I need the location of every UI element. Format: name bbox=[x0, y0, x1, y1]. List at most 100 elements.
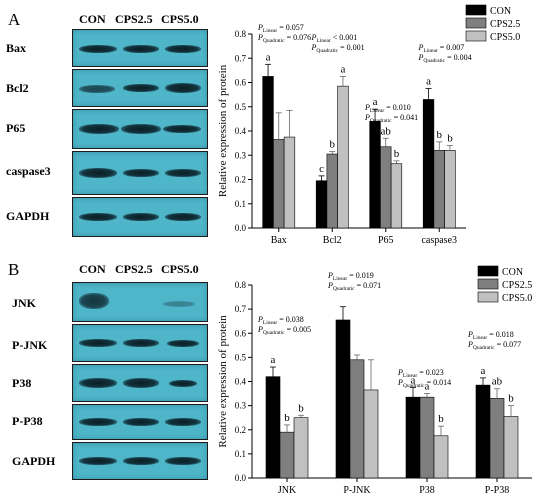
y-tick-label: 0.4 bbox=[235, 126, 247, 136]
p-linear-annotation: PLinear = 0.023 bbox=[397, 368, 444, 379]
p-quadratic-annotation: PQuadratic = 0.041 bbox=[364, 113, 418, 124]
significance-letter: a bbox=[341, 63, 346, 75]
significance-letter: a bbox=[271, 354, 276, 366]
y-tick-label: 0.0 bbox=[235, 223, 247, 233]
x-tick-label: P-P38 bbox=[485, 485, 509, 496]
bar-cps50 bbox=[283, 136, 296, 229]
y-tick-label: 0.6 bbox=[235, 78, 247, 88]
blot-a-label-bax: Bax bbox=[6, 41, 27, 55]
y-tick-label: 0.8 bbox=[235, 29, 247, 39]
y-axis-label: Relative expression of protein bbox=[217, 315, 229, 448]
legend-swatch bbox=[465, 17, 487, 29]
bar-cps25 bbox=[489, 398, 505, 479]
y-tick-label: 0.2 bbox=[235, 425, 246, 435]
significance-letter: b bbox=[437, 129, 443, 141]
blot-b-label-p38: P38 bbox=[12, 376, 32, 390]
bar-cps50 bbox=[444, 150, 456, 229]
bar-con bbox=[475, 384, 491, 479]
legend-label: CON bbox=[502, 267, 523, 278]
p-linear-annotation: PLinear < 0.001 bbox=[311, 33, 358, 44]
bar-chart-a: 0.0 0.1 0.2 0.3 0.4 0.5 0.6 0.7 0.8 Relative expr… bbox=[217, 4, 520, 246]
bar-cps50 bbox=[363, 389, 379, 479]
p-quadratic-annotation: PQuadratic = 0.014 bbox=[397, 378, 451, 389]
legend-label: CPS2.5 bbox=[490, 19, 520, 30]
panel-a-letter: A bbox=[8, 10, 21, 29]
y-axis-label: Relative expression of protein bbox=[217, 64, 229, 197]
y-tick-label: 0.4 bbox=[235, 377, 247, 387]
blot-a-strip-p65 bbox=[72, 109, 208, 149]
significance-letter: b bbox=[508, 393, 514, 405]
p-linear-annotation: PLinear = 0.019 bbox=[327, 271, 374, 282]
chart-legend: CON CPS2.5 CPS5.0 bbox=[477, 265, 532, 304]
p-quadratic-annotation: PQuadratic = 0.077 bbox=[467, 340, 521, 351]
legend-swatch bbox=[477, 265, 499, 277]
blot-b-label-pp38: P-P38 bbox=[12, 414, 43, 428]
blot-a-header-cps50: CPS5.0 bbox=[161, 12, 199, 26]
blot-a-strip-bcl2 bbox=[72, 69, 208, 107]
bar-cps25 bbox=[419, 396, 435, 479]
x-tick-label: JNK bbox=[278, 485, 297, 496]
blot-b-header-con: CON bbox=[79, 262, 106, 276]
blot-a-strip-caspase3 bbox=[72, 151, 208, 195]
blot-b-label-gapdh: GAPDH bbox=[12, 454, 56, 468]
y-tick-label: 0.0 bbox=[235, 473, 247, 483]
bar-cps50 bbox=[503, 416, 519, 479]
legend-swatch bbox=[465, 4, 487, 16]
bar-cps25 bbox=[326, 153, 338, 229]
p-linear-annotation: PLinear = 0.057 bbox=[257, 23, 304, 34]
y-tick-label: 0.1 bbox=[235, 449, 246, 459]
chart-legend: CON CPS2.5 CPS5.0 bbox=[465, 4, 520, 43]
significance-letter: b bbox=[298, 402, 304, 414]
y-tick-label: 0.1 bbox=[235, 199, 246, 209]
bar-con bbox=[265, 376, 281, 479]
significance-letter: a bbox=[481, 365, 486, 377]
blot-a-header-cps25: CPS2.5 bbox=[115, 12, 153, 26]
significance-letter: c bbox=[319, 163, 324, 175]
y-tick-label: 0.6 bbox=[235, 328, 247, 338]
x-tick-label: P-JNK bbox=[343, 485, 371, 496]
significance-letter: b bbox=[284, 412, 290, 424]
x-tick-label: Bcl2 bbox=[323, 235, 342, 246]
bar-cps50 bbox=[293, 417, 309, 479]
blot-a-label-p65: P65 bbox=[6, 121, 26, 135]
bar-chart-b: 0.0 0.1 0.2 0.3 0.4 0.5 0.6 0.7 0.8 Relative expr… bbox=[217, 265, 532, 496]
bar-cps50 bbox=[433, 435, 449, 479]
significance-letter: a bbox=[426, 76, 431, 88]
blot-a-strip-gapdh bbox=[72, 197, 208, 237]
blot-b-strip-jnk bbox=[72, 282, 208, 322]
blot-a-label-gapdh: GAPDH bbox=[6, 209, 50, 223]
blot-b-label-pjnk: P-JNK bbox=[12, 338, 48, 352]
p-linear-annotation: PLinear = 0.010 bbox=[364, 103, 411, 114]
x-tick-label: Bax bbox=[271, 235, 287, 246]
blot-b-strip-gapdh bbox=[72, 442, 208, 480]
legend-label: CPS2.5 bbox=[502, 280, 532, 291]
blot-b-strip-p38 bbox=[72, 364, 208, 402]
bar-cps25 bbox=[433, 150, 445, 229]
significance-letter: a bbox=[266, 51, 271, 63]
legend-label: CPS5.0 bbox=[502, 293, 532, 304]
significance-letter: ab bbox=[492, 376, 503, 388]
y-tick-label: 0.7 bbox=[235, 304, 247, 314]
significance-letter: ab bbox=[381, 125, 392, 137]
p-linear-annotation: PLinear = 0.038 bbox=[257, 315, 304, 326]
y-tick-label: 0.5 bbox=[235, 102, 247, 112]
x-tick-label: caspase3 bbox=[421, 235, 457, 246]
p-quadratic-annotation: PQuadratic = 0.001 bbox=[311, 43, 365, 54]
bar-con bbox=[369, 121, 381, 229]
blot-b-header-cps50: CPS5.0 bbox=[161, 262, 199, 276]
panel-b-letter: B bbox=[8, 260, 20, 279]
blot-a-label-caspase3: caspase3 bbox=[6, 164, 51, 178]
significance-letter: a bbox=[373, 96, 378, 108]
bar-con bbox=[315, 180, 328, 229]
blot-b-header-cps25: CPS2.5 bbox=[115, 262, 153, 276]
blot-a-label-bcl2: Bcl2 bbox=[6, 81, 29, 95]
bar-con bbox=[405, 396, 421, 479]
bar-con bbox=[335, 319, 351, 479]
x-tick-label: P38 bbox=[419, 485, 435, 496]
bar-cps50 bbox=[337, 85, 349, 229]
p-quadratic-annotation: PQuadratic = 0.004 bbox=[418, 53, 472, 64]
bar-cps50 bbox=[390, 163, 403, 229]
y-tick-label: 0.3 bbox=[235, 401, 247, 411]
y-tick-label: 0.7 bbox=[235, 53, 247, 63]
bar-con bbox=[422, 99, 435, 229]
